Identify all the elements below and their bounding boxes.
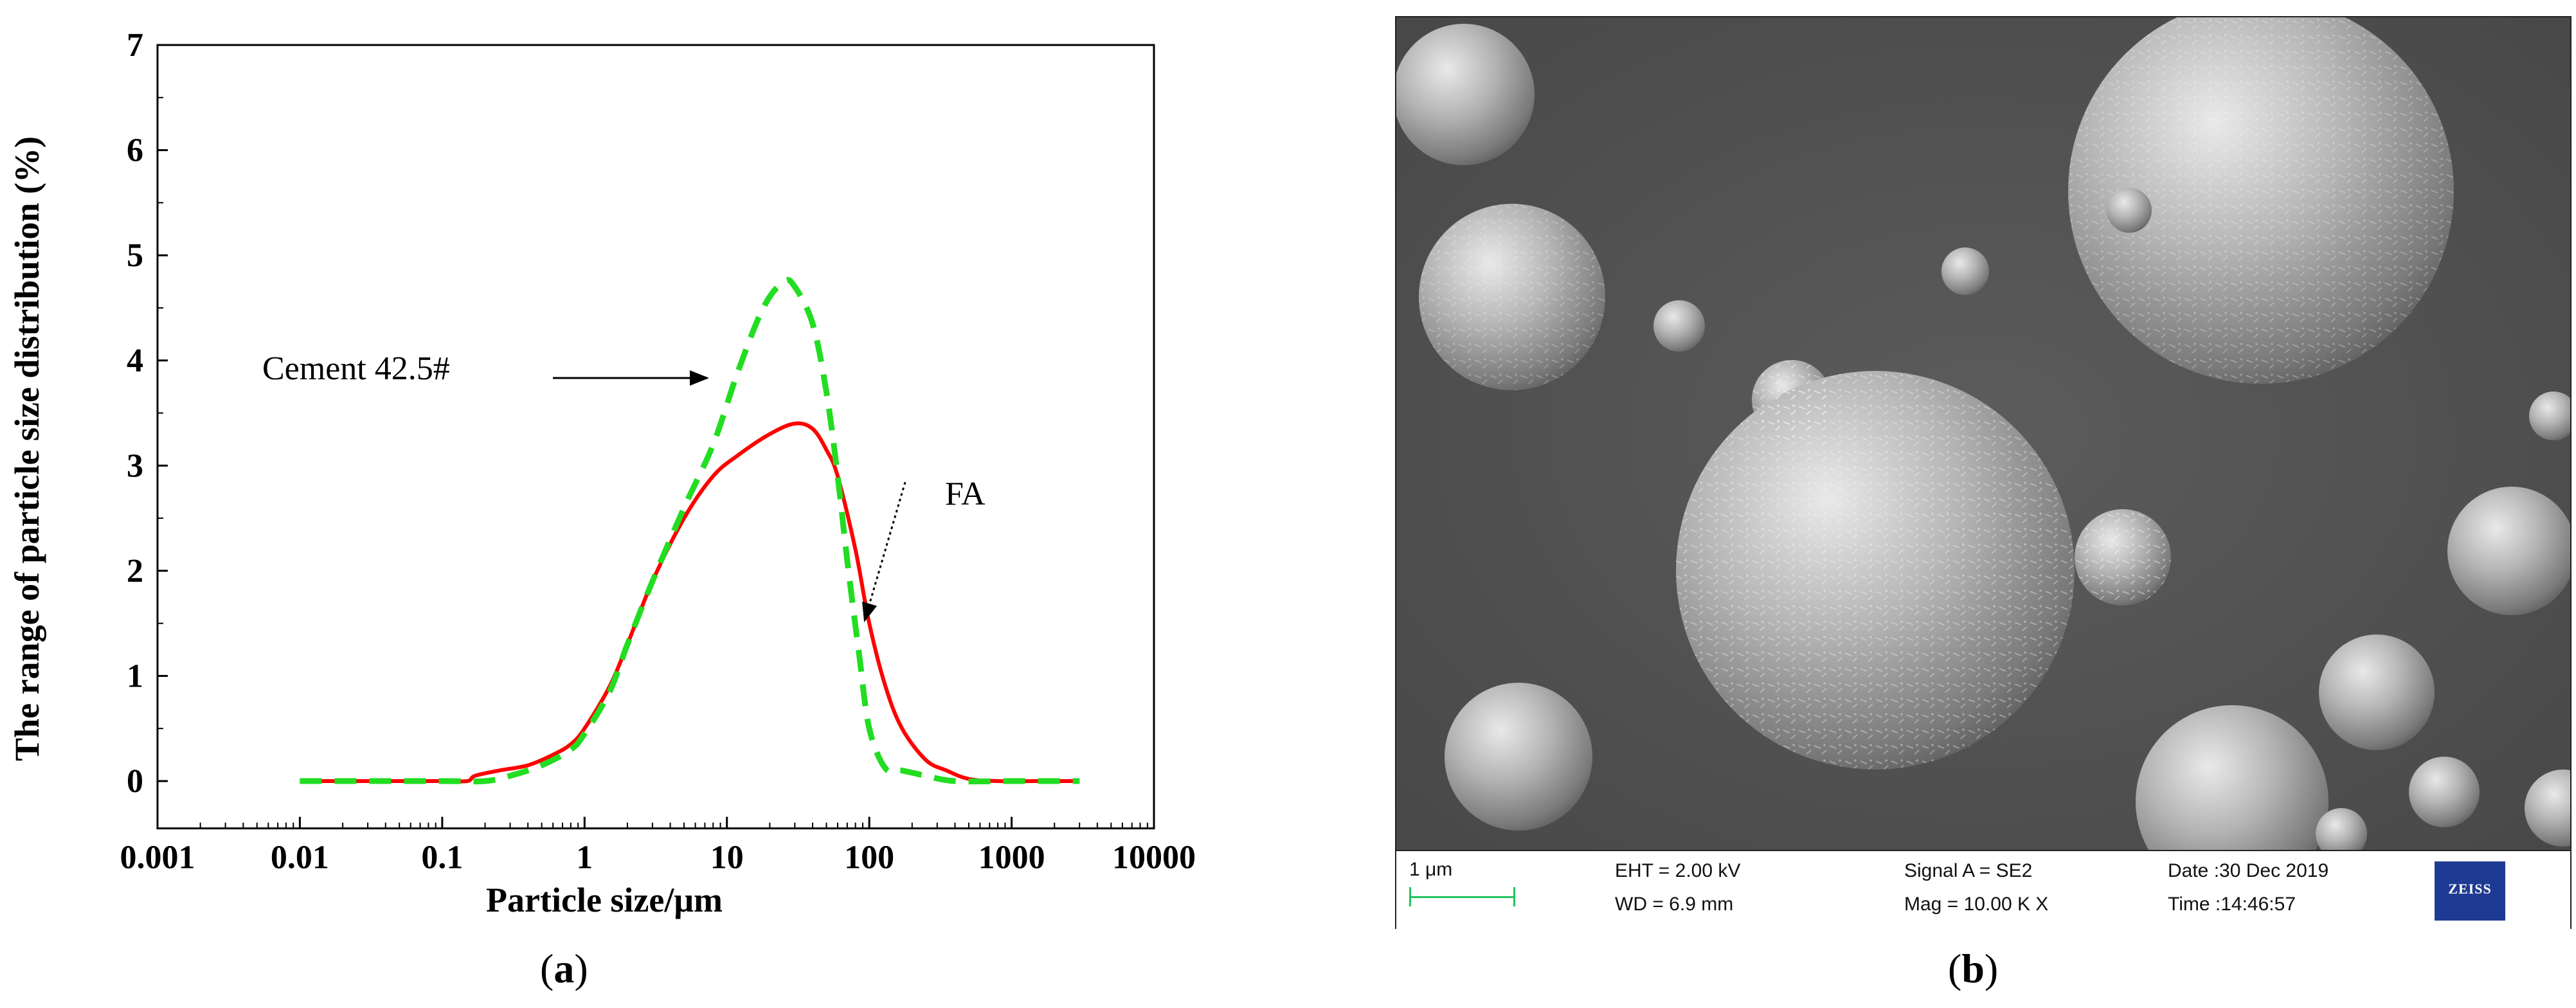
x-tick-label: 0.001: [120, 840, 195, 876]
time-readout: Time :14:46:57: [2168, 894, 2296, 915]
date-readout: Date :30 Dec 2019: [2168, 860, 2329, 881]
annotation-fa-label: FA: [945, 476, 986, 512]
x-tick-label: 10: [710, 840, 744, 876]
sem-micrograph-panel: 1 μm EHT = 2.00 kV WD = 6.9 mm Signal A …: [1395, 16, 2571, 930]
scale-bar-left-tick: [1409, 887, 1411, 906]
x-tick-label: 1: [576, 840, 593, 876]
wd-readout: WD = 6.9 mm: [1615, 894, 1734, 915]
scale-bar: [1409, 896, 1515, 898]
y-axis-label: The range of particle size distribution …: [8, 136, 46, 761]
zeiss-logo: ZEISS: [2435, 861, 2505, 921]
particle-size-distribution-chart: 0 1 2 3 4 5 6 7 0.001 0.01 0.1 1 10 100 1000 10000 Ceme…: [8, 27, 1196, 919]
caption-b-letter: b: [1961, 946, 1985, 991]
x-tick-label: 1000: [978, 840, 1045, 876]
sem-micrograph-image: [1396, 17, 2570, 850]
annotation-fa-arrow: [862, 482, 906, 622]
caption-a-letter: a: [554, 946, 575, 991]
x-axis-label: Particle size/μm: [486, 881, 723, 919]
chart-panel-a: 0 1 2 3 4 5 6 7 0.001 0.01 0.1 1 10 100 1000 10000 Ceme…: [0, 0, 1221, 1008]
y-tick-label: 7: [127, 27, 143, 64]
x-tick-label: 0.01: [271, 840, 329, 876]
y-tick-label: 3: [127, 447, 143, 484]
y-tick-label: 5: [127, 237, 143, 274]
scale-bar-label: 1 μm: [1409, 859, 1453, 880]
particles: [1396, 17, 2570, 850]
x-tick-label: 10000: [1112, 840, 1196, 876]
y-tick-label: 4: [127, 343, 143, 379]
caption-b-close: ): [1984, 946, 1999, 991]
caption-b-open: (: [1948, 946, 1962, 991]
y-tick-label: 2: [127, 553, 143, 590]
chart-axes: [156, 44, 1155, 830]
y-tick-label: 0: [127, 763, 143, 800]
y-tick-label: 6: [127, 132, 143, 169]
y-tick-label: 1: [127, 658, 143, 694]
series-line-cement-42-5: [300, 276, 1080, 785]
caption-a-open: (: [540, 946, 554, 991]
chart-annotations: Cement 42.5# FA: [262, 350, 986, 622]
caption-b: (b): [1948, 945, 1998, 993]
sem-databar: 1 μm EHT = 2.00 kV WD = 6.9 mm Signal A …: [1396, 850, 2570, 930]
eht-readout: EHT = 2.00 kV: [1615, 860, 1741, 881]
series-line-fa: [300, 421, 1080, 784]
annotation-cement-label: Cement 42.5#: [262, 350, 450, 387]
mag-readout: Mag = 10.00 K X: [1904, 894, 2049, 915]
scale-bar-right-tick: [1513, 887, 1515, 906]
caption-a: (a): [540, 945, 588, 993]
plot-frame: [156, 44, 1155, 830]
zeiss-logo-text: ZEISS: [2448, 881, 2492, 897]
chart-ticks: 0 1 2 3 4 5 6 7 0.001 0.01 0.1 1 10 100 1000 10000: [120, 27, 1196, 876]
signal-readout: Signal A = SE2: [1904, 860, 2033, 881]
chart-series: [300, 276, 1080, 785]
x-tick-label: 100: [844, 840, 894, 876]
caption-a-close: ): [574, 946, 588, 991]
x-tick-label: 0.1: [421, 840, 463, 876]
